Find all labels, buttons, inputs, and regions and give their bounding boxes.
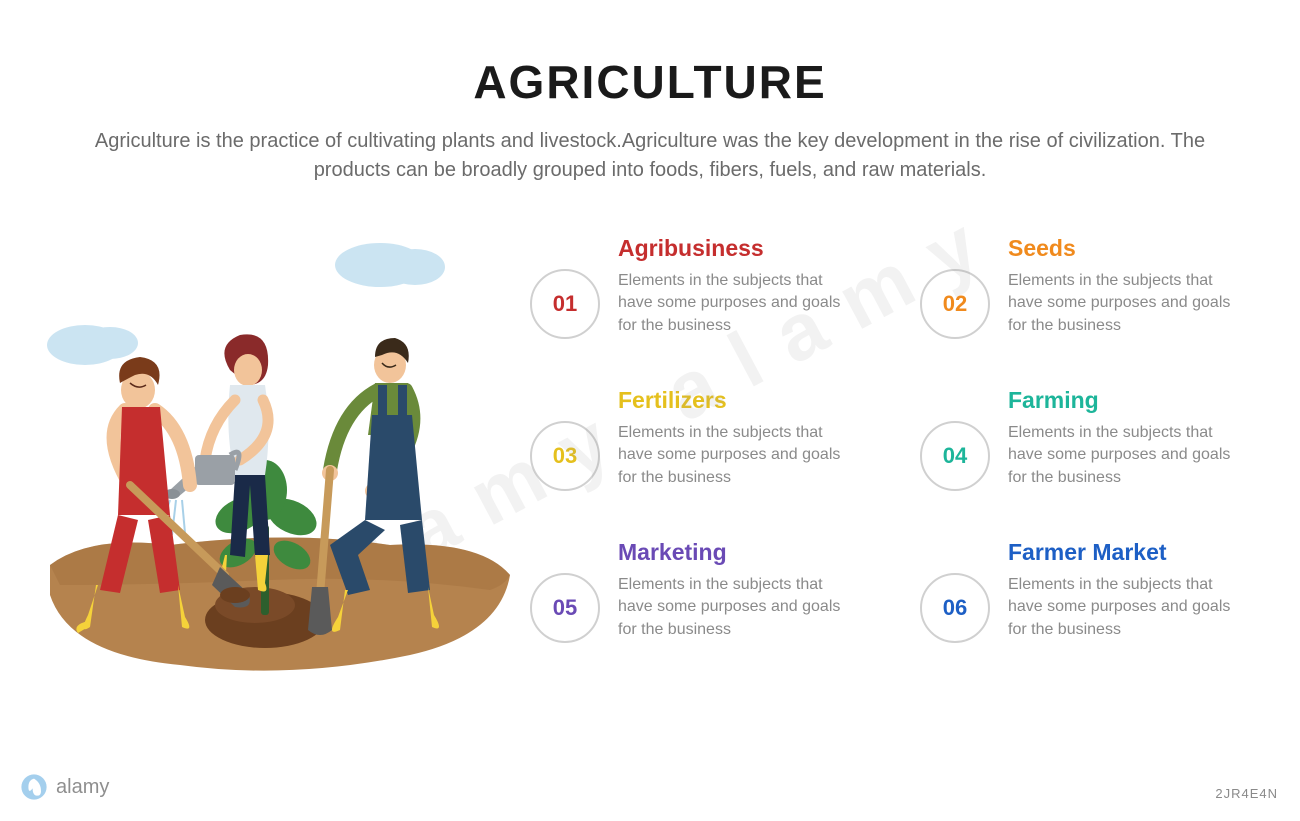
item-fertilizers: 03 Fertilizers Elements in the subjects …: [530, 387, 860, 491]
image-code: 2JR4E4N: [1215, 786, 1278, 801]
item-number-circle: 02: [920, 269, 990, 339]
item-title: Farming: [1008, 387, 1250, 414]
item-number-circle: 01: [530, 269, 600, 339]
item-text: Marketing Elements in the subjects that …: [618, 539, 860, 641]
item-farmer-market: 06 Farmer Market Elements in the subject…: [920, 539, 1250, 643]
header: AGRICULTURE Agriculture is the practice …: [50, 55, 1250, 185]
page-subtitle: Agriculture is the practice of cultivati…: [70, 127, 1230, 185]
item-desc: Elements in the subjects that have some …: [618, 270, 860, 337]
item-title: Farmer Market: [1008, 539, 1250, 566]
main-content: 01 Agribusiness Elements in the subjects…: [50, 235, 1250, 695]
alamy-a-icon: [20, 773, 48, 801]
item-number-circle: 06: [920, 573, 990, 643]
item-text: Farming Elements in the subjects that ha…: [1008, 387, 1250, 489]
item-text: Seeds Elements in the subjects that have…: [1008, 235, 1250, 337]
item-desc: Elements in the subjects that have some …: [618, 574, 860, 641]
item-desc: Elements in the subjects that have some …: [618, 422, 860, 489]
items-grid: 01 Agribusiness Elements in the subjects…: [520, 235, 1250, 643]
item-title: Marketing: [618, 539, 860, 566]
item-title: Fertilizers: [618, 387, 860, 414]
item-number-circle: 04: [920, 421, 990, 491]
page-title: AGRICULTURE: [50, 55, 1250, 109]
item-text: Fertilizers Elements in the subjects tha…: [618, 387, 860, 489]
item-farming: 04 Farming Elements in the subjects that…: [920, 387, 1250, 491]
item-text: Farmer Market Elements in the subjects t…: [1008, 539, 1250, 641]
farmers-planting-svg: [30, 235, 520, 695]
item-desc: Elements in the subjects that have some …: [1008, 574, 1250, 641]
item-title: Agribusiness: [618, 235, 860, 262]
item-desc: Elements in the subjects that have some …: [1008, 422, 1250, 489]
illustration-farmers: [30, 235, 520, 695]
watermark-logo: alamy: [20, 773, 109, 801]
watermark-logo-text: alamy: [56, 776, 109, 799]
item-seeds: 02 Seeds Elements in the subjects that h…: [920, 235, 1250, 339]
item-marketing: 05 Marketing Elements in the subjects th…: [530, 539, 860, 643]
item-text: Agribusiness Elements in the subjects th…: [618, 235, 860, 337]
infographic-page: alamy alamy AGRICULTURE Agriculture is t…: [0, 0, 1300, 821]
item-title: Seeds: [1008, 235, 1250, 262]
item-agribusiness: 01 Agribusiness Elements in the subjects…: [530, 235, 860, 339]
item-desc: Elements in the subjects that have some …: [1008, 270, 1250, 337]
item-number-circle: 03: [530, 421, 600, 491]
item-number-circle: 05: [530, 573, 600, 643]
